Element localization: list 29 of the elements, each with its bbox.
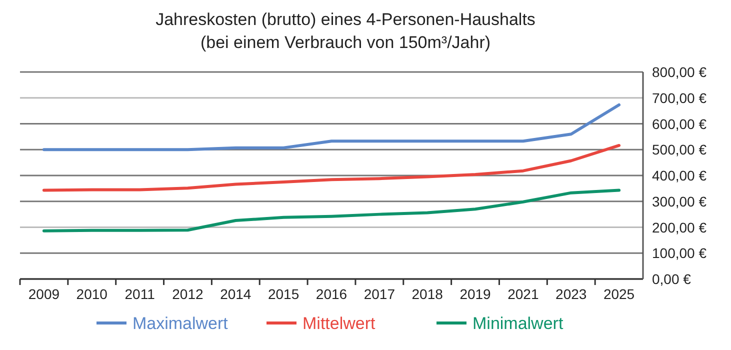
y-tick-label: 300,00 € bbox=[652, 193, 707, 210]
x-tick-label: 2025 bbox=[603, 286, 635, 302]
x-tick-label: 2011 bbox=[124, 286, 156, 302]
line-series bbox=[42, 103, 621, 152]
y-tick-label: 700,00 € bbox=[652, 90, 707, 106]
y-tick-label: 200,00 € bbox=[652, 219, 707, 236]
y-tick-label: 600,00 € bbox=[652, 116, 707, 132]
x-tick-label: 2018 bbox=[412, 286, 444, 302]
x-tick-label: 2016 bbox=[316, 286, 348, 302]
x-tick-label: 2021 bbox=[508, 286, 539, 302]
x-tick-label: 2009 bbox=[28, 286, 60, 302]
y-tick-label: 800,00 € bbox=[652, 64, 707, 80]
legend-label: Minimalwert bbox=[472, 314, 564, 333]
x-tick-label: 2014 bbox=[220, 286, 252, 302]
y-tick-label: 100,00 € bbox=[652, 245, 707, 262]
line-series bbox=[42, 144, 621, 192]
x-tick-label: 2023 bbox=[556, 286, 587, 302]
line-series bbox=[42, 188, 621, 232]
y-tick-label: 0,00 € bbox=[652, 271, 692, 287]
x-tick-label: 2019 bbox=[460, 286, 492, 302]
legend-label: Maximalwert bbox=[132, 314, 228, 333]
x-tick-label: 2017 bbox=[364, 286, 396, 302]
x-tick-label: 2010 bbox=[76, 286, 108, 302]
legend-label: Mittelwert bbox=[302, 314, 376, 333]
y-tick-label: 400,00 € bbox=[652, 168, 707, 184]
y-tick-label: 500,00 € bbox=[652, 142, 707, 158]
chart-title: Jahreskosten (brutto) eines 4-Personen-Haushalts (bei einem Verbrauch von 150m³/Jahr) bbox=[156, 10, 536, 52]
x-tick-label: 2015 bbox=[268, 286, 300, 302]
x-tick-label: 2012 bbox=[172, 286, 204, 302]
